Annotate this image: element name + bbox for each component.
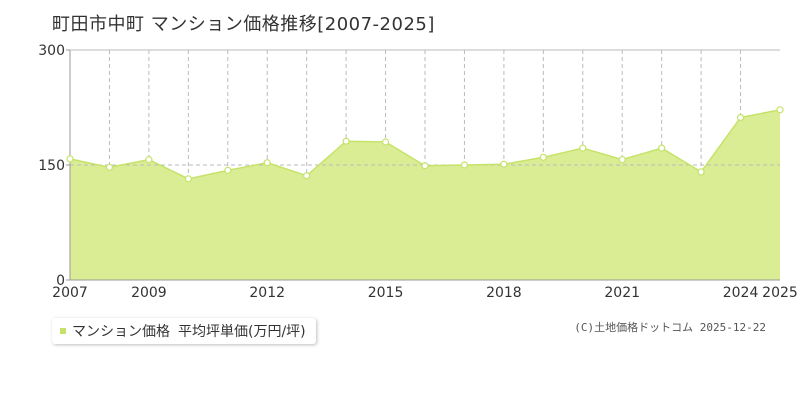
- legend: マンション価格 平均坪単価(万円/坪): [52, 318, 316, 344]
- x-tick-label: 2018: [486, 285, 522, 301]
- x-tick-label: 2009: [131, 285, 167, 301]
- x-tick-label: 2024: [723, 285, 759, 301]
- chart-title: 町田市中町 マンション価格推移[2007-2025]: [52, 14, 435, 35]
- x-tick-labels: 2007 2009 2012 2015 2018 2021 2024 2025: [52, 285, 798, 301]
- horizontal-grid: [70, 49, 780, 166]
- y-tick-labels: 0 150 300: [38, 43, 65, 289]
- data-point-2014: [342, 137, 350, 145]
- copyright: (C)土地価格ドットコム 2025-12-22: [574, 321, 766, 334]
- data-point-2013: [303, 172, 311, 180]
- data-markers: [66, 106, 784, 183]
- legend-series-label: マンション価格: [72, 324, 170, 340]
- data-point-2008: [105, 163, 114, 171]
- axes: [66, 49, 780, 281]
- data-point-2009: [145, 156, 153, 164]
- data-point-2010: [184, 175, 192, 183]
- x-tick-label: 2007: [52, 285, 88, 301]
- data-point-2011: [224, 166, 232, 174]
- data-point-2023: [697, 168, 705, 176]
- legend-measure-label: 平均坪単価(万円/坪): [178, 324, 306, 340]
- data-point-2012: [263, 159, 271, 167]
- data-point-2007: [66, 155, 74, 163]
- data-point-2018: [500, 160, 508, 168]
- x-tick-label: 2021: [604, 285, 640, 301]
- data-point-2019: [539, 153, 547, 161]
- x-tick-label: 2025: [762, 285, 798, 301]
- data-point-2025: [776, 106, 784, 114]
- y-tick-label: 150: [38, 158, 65, 174]
- data-point-2015: [381, 138, 390, 146]
- x-tick-label: 2012: [249, 285, 285, 301]
- x-tick-label: 2015: [368, 285, 404, 301]
- y-tick-label: 0: [56, 273, 65, 289]
- data-point-2016: [421, 162, 429, 170]
- y-tick-label: 300: [38, 43, 65, 59]
- data-point-2022: [658, 144, 666, 152]
- data-point-2020: [579, 144, 587, 152]
- legend-marker-icon: [60, 328, 66, 334]
- data-point-2017: [460, 161, 469, 169]
- price-area: [70, 109, 780, 280]
- data-point-2024: [736, 113, 745, 122]
- data-point-2021: [618, 156, 626, 164]
